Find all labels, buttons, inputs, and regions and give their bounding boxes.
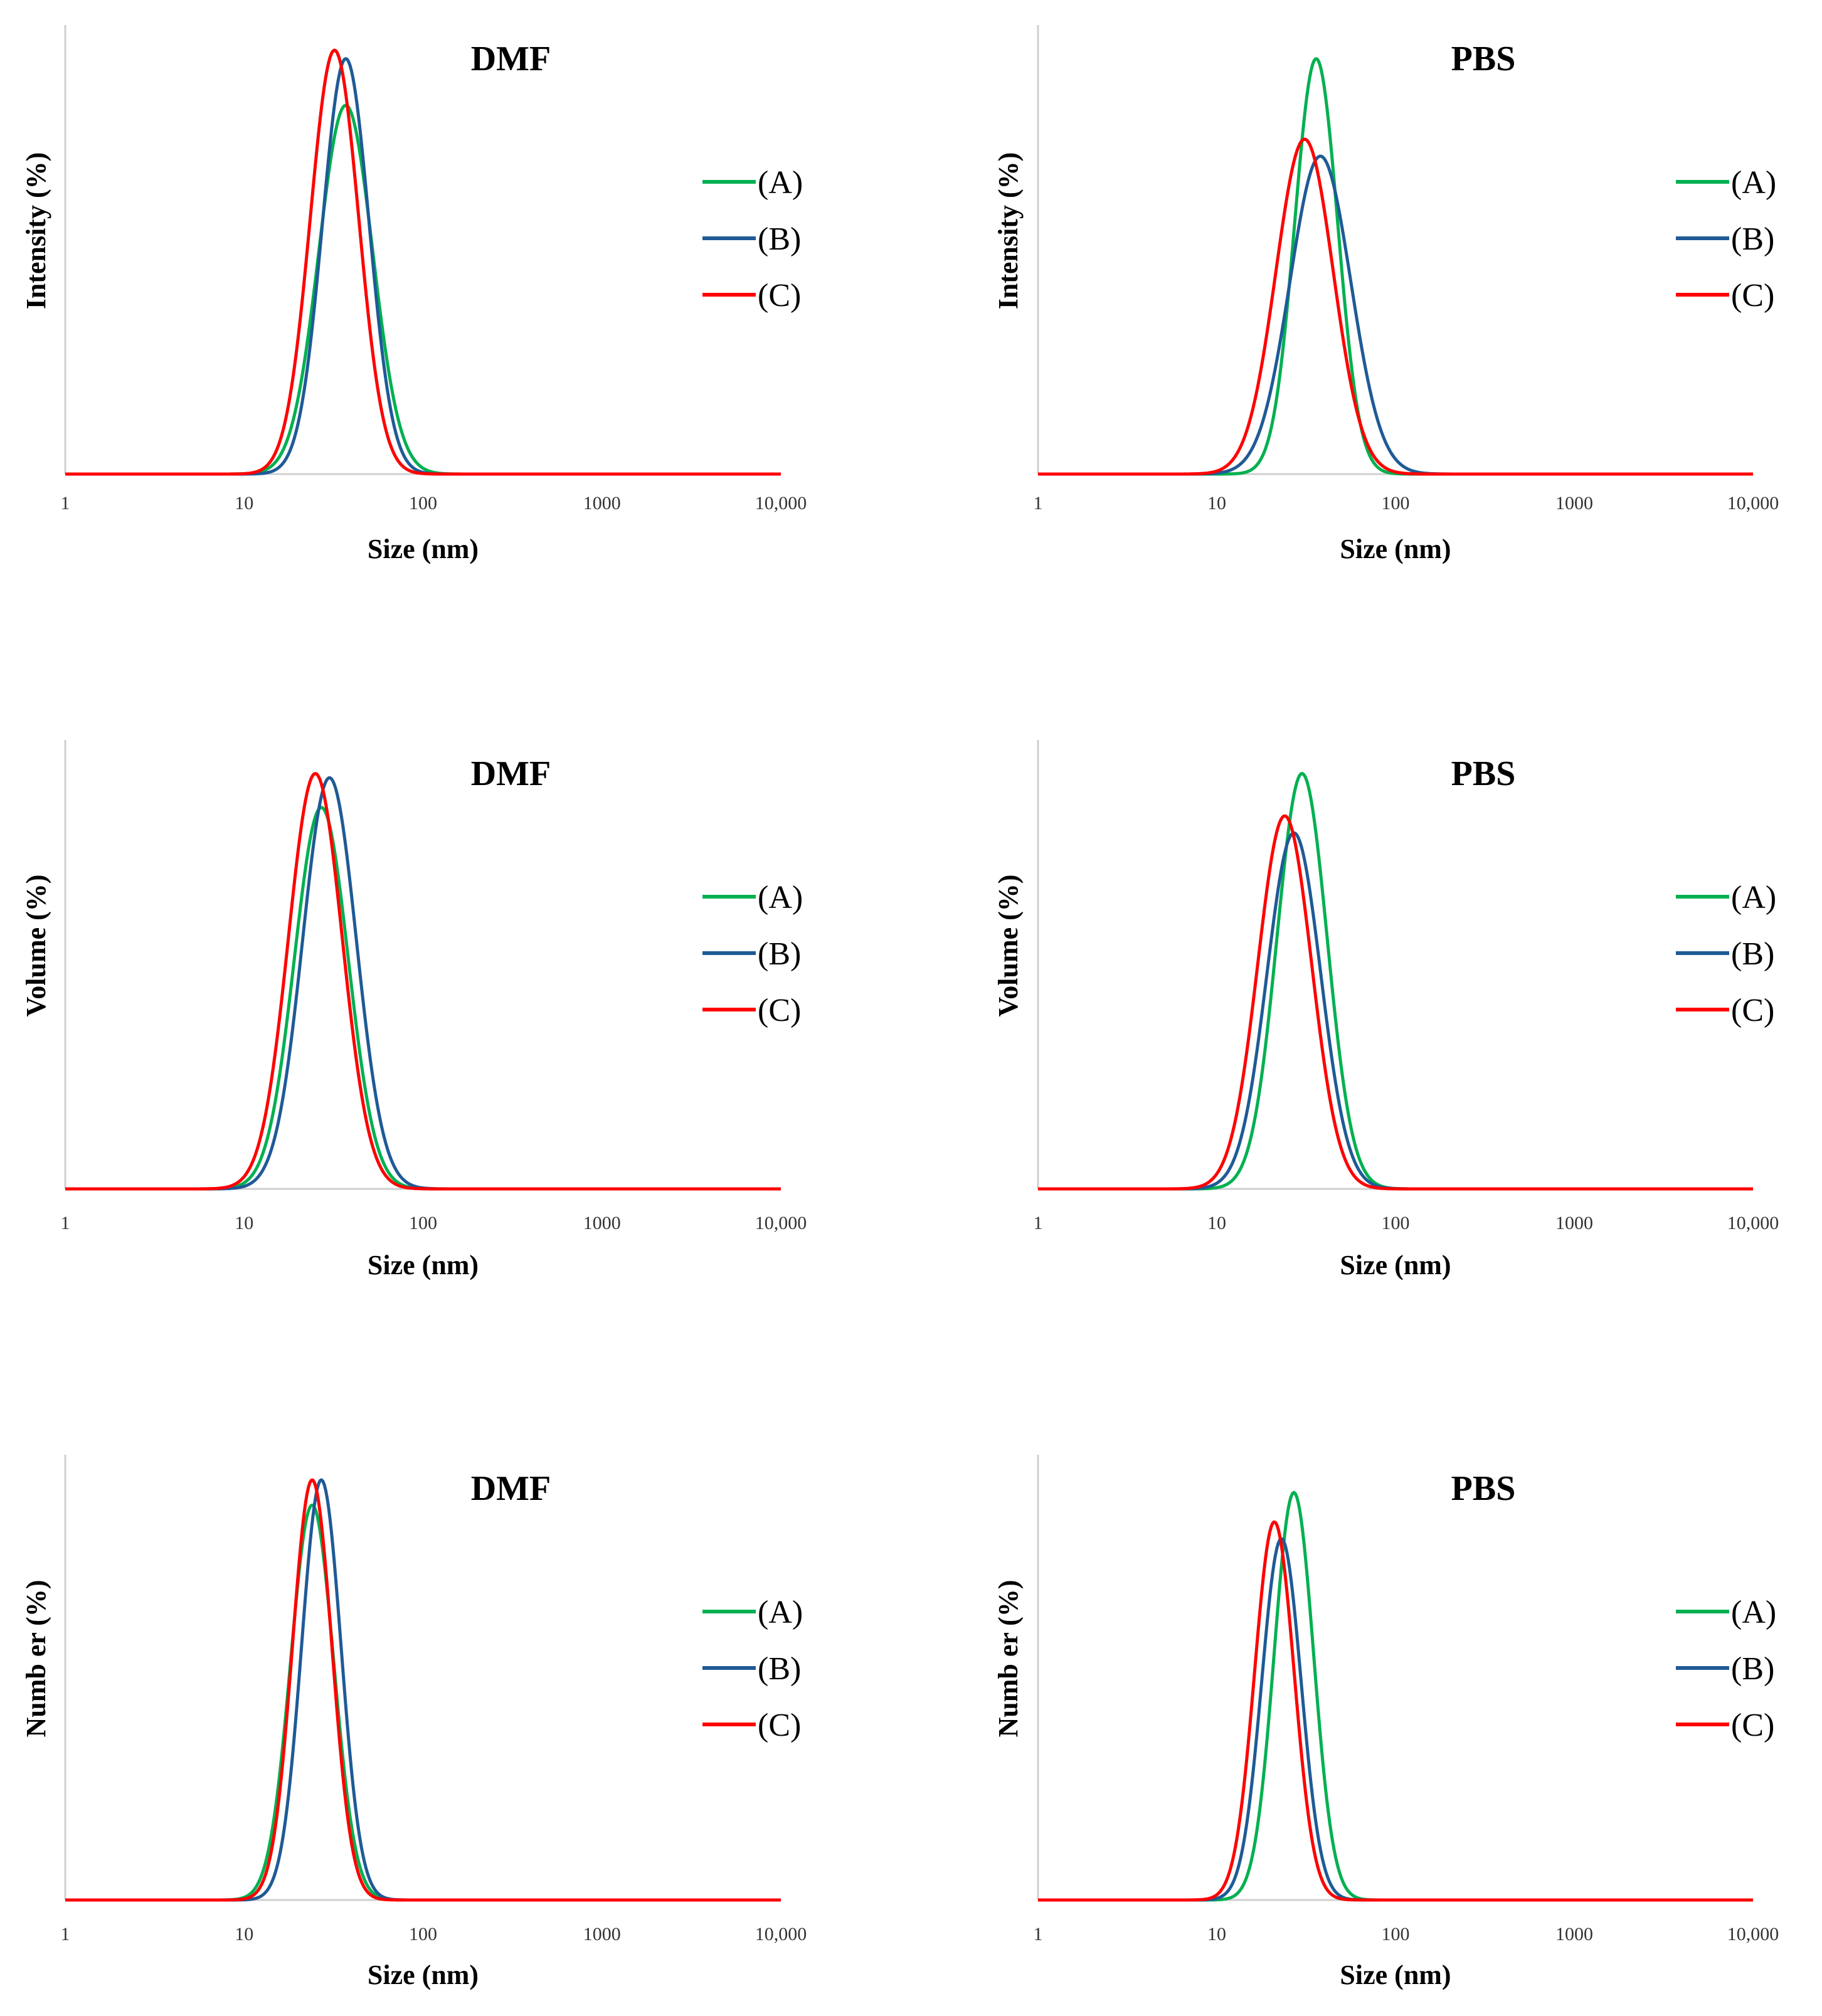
legend-label-B: (B) — [758, 221, 801, 257]
chart-title: PBS — [1451, 1469, 1516, 1508]
series-line-A — [65, 1504, 781, 1902]
y-axis-label: Volume (%) — [21, 875, 51, 1017]
legend-label-C: (C) — [1731, 278, 1774, 314]
y-axis-label: Numb er (%) — [993, 1580, 1024, 1738]
legend-label-B: (B) — [1731, 1651, 1774, 1687]
chart-panel-5: DMF Numb er (%) 1 10 100 1000 10,000 Size (nm) (… — [21, 1455, 807, 1990]
x-tick-label: 100 — [409, 1924, 437, 1945]
x-tick-label: 1000 — [583, 1924, 621, 1945]
x-axis-label: Size (nm) — [1340, 1250, 1451, 1280]
legend-label-A: (A) — [758, 1595, 803, 1630]
y-axis-label: Intensity (%) — [21, 152, 51, 310]
series-line-B — [65, 57, 781, 476]
legend-label-C: (C) — [758, 278, 801, 314]
x-axis-label: Size (nm) — [368, 534, 479, 564]
y-axis-label: Numb er (%) — [21, 1580, 51, 1738]
x-tick-label: 100 — [409, 493, 437, 514]
x-tick-label: 10,000 — [1727, 1213, 1779, 1233]
x-tick-label: 10 — [1207, 1924, 1226, 1945]
chart-panel-1: DMF Intensity (%) 1 10 100 1000 10,000 Size (nm… — [21, 25, 807, 564]
y-axis-label: Intensity (%) — [993, 152, 1024, 310]
legend-label-C: (C) — [1731, 1707, 1774, 1743]
series-line-B — [1037, 1537, 1754, 1902]
x-tick-label: 1000 — [1555, 1924, 1593, 1945]
x-tick-label: 1 — [1034, 1213, 1043, 1233]
x-tick-label: 100 — [409, 1213, 437, 1233]
legend-label-A: (A) — [1731, 165, 1776, 201]
x-tick-label: 10,000 — [755, 1924, 807, 1945]
chart-panel-2: PBS Intensity (%) 1 10 100 1000 10,000 Size (nm… — [993, 25, 1779, 564]
legend-label-B: (B) — [758, 1651, 801, 1687]
series-line-C — [65, 1478, 781, 1902]
x-tick-label: 10,000 — [755, 493, 807, 514]
chart-title: DMF — [471, 40, 551, 78]
legend-label-C: (C) — [1731, 993, 1774, 1028]
chart-panel-6: PBS Numb er (%) 1 10 100 1000 10,000 Size (nm) (… — [993, 1455, 1779, 1990]
x-tick-label: 10 — [1207, 1213, 1226, 1233]
series-line-C — [1037, 1520, 1754, 1902]
series-line-C — [1037, 814, 1754, 1191]
x-tick-label: 10 — [1207, 493, 1226, 514]
series-line-A — [1037, 772, 1754, 1191]
legend-label-C: (C) — [758, 1707, 801, 1743]
x-tick-label: 1 — [1034, 1924, 1043, 1945]
x-tick-label: 1 — [61, 1924, 70, 1945]
x-tick-label: 10,000 — [755, 1213, 807, 1233]
x-tick-label: 10,000 — [1727, 1924, 1779, 1945]
y-axis-label: Volume (%) — [993, 875, 1024, 1017]
chart-title: DMF — [471, 754, 551, 793]
x-axis-label: Size (nm) — [1340, 1960, 1451, 1990]
x-tick-label: 1 — [61, 493, 70, 514]
series-line-A — [65, 103, 781, 476]
x-tick-label: 1 — [61, 1213, 70, 1233]
x-tick-label: 1000 — [583, 493, 621, 514]
x-tick-label: 10 — [235, 1213, 253, 1233]
x-tick-label: 1000 — [1555, 493, 1593, 514]
x-tick-label: 10,000 — [1727, 493, 1779, 514]
chart-panel-4: PBS Volume (%) 1 10 100 1000 10,000 Size (nm) (A… — [993, 740, 1779, 1280]
legend-label-B: (B) — [758, 936, 801, 972]
series-line-A — [65, 806, 781, 1191]
series-line-B — [1037, 831, 1754, 1191]
series-line-B — [65, 1478, 781, 1902]
x-axis-label: Size (nm) — [368, 1960, 479, 1990]
x-tick-label: 100 — [1382, 1924, 1410, 1945]
series-line-C — [65, 772, 781, 1191]
chart-title: PBS — [1451, 40, 1516, 78]
x-tick-label: 10 — [235, 1924, 253, 1945]
chart-title: DMF — [471, 1469, 551, 1508]
x-tick-label: 1000 — [583, 1213, 621, 1233]
series-line-A — [1037, 57, 1754, 476]
legend-label-A: (A) — [1731, 1595, 1776, 1630]
x-tick-label: 1 — [1034, 493, 1043, 514]
series-line-C — [1037, 137, 1754, 476]
series-line-A — [1037, 1491, 1754, 1902]
series-line-C — [65, 48, 781, 476]
legend-label-B: (B) — [1731, 221, 1774, 257]
legend-label-A: (A) — [758, 165, 803, 201]
x-tick-label: 1000 — [1555, 1213, 1593, 1233]
x-tick-label: 100 — [1382, 1213, 1410, 1233]
chart-title: PBS — [1451, 754, 1516, 793]
series-line-B — [65, 776, 781, 1191]
x-tick-label: 100 — [1382, 493, 1410, 514]
legend-label-C: (C) — [758, 993, 801, 1028]
legend-label-A: (A) — [1731, 880, 1776, 916]
legend-label-A: (A) — [758, 880, 803, 916]
x-tick-label: 10 — [235, 493, 253, 514]
series-line-B — [1037, 154, 1754, 476]
x-axis-label: Size (nm) — [368, 1250, 479, 1280]
x-axis-label: Size (nm) — [1340, 534, 1451, 564]
chart-panel-3: DMF Volume (%) 1 10 100 1000 10,000 Size (nm) (A… — [21, 740, 807, 1280]
legend-label-B: (B) — [1731, 936, 1774, 972]
